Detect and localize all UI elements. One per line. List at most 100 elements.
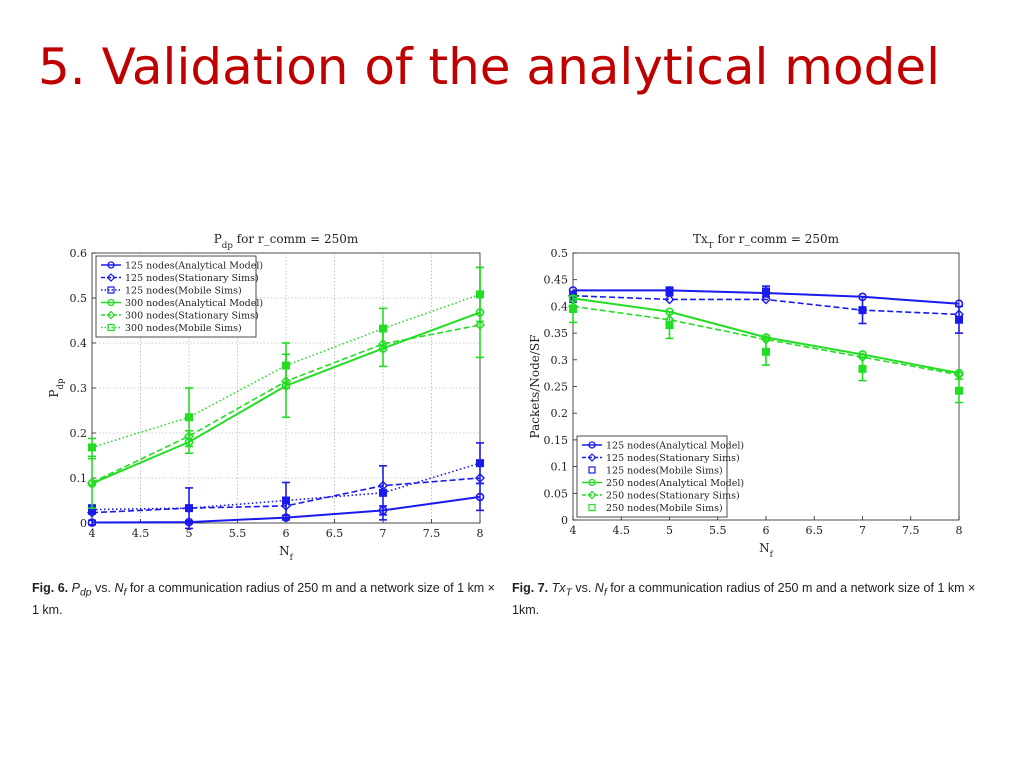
legend-marker [587, 490, 597, 500]
x-tick-label: 8 [956, 524, 963, 537]
legend-label: 300 nodes(Mobile Sims) [125, 323, 242, 334]
data-point [858, 306, 867, 315]
x-tick-label: 7 [380, 527, 387, 540]
legend-label: 125 nodes(Analytical Model) [125, 261, 263, 272]
data-point [475, 320, 485, 330]
legend-item: 125 nodes(Mobile Sims) [588, 466, 723, 477]
legend-label: 125 nodes(Mobile Sims) [606, 466, 723, 477]
x-axis-label: Nf [279, 544, 294, 563]
caption-fig7-label: Fig. 7. [512, 581, 549, 595]
legend-marker [107, 286, 115, 294]
legend-label: 250 nodes(Analytical Model) [606, 478, 744, 489]
data-point [87, 477, 97, 488]
legend-marker [107, 298, 115, 307]
data-point [761, 294, 771, 305]
x-tick-label: 4.5 [132, 527, 150, 540]
chart-title: Pdp for r_comm = 250m [214, 232, 359, 251]
data-point [665, 287, 674, 296]
data-point [762, 347, 770, 356]
legend: 125 nodes(Analytical Model)125 nodes(Sta… [576, 435, 744, 518]
legend-marker [588, 478, 596, 487]
series-line [91, 462, 481, 511]
legend-marker [106, 273, 116, 282]
y-tick-label: 0.4 [70, 337, 88, 350]
x-tick-label: 4.5 [613, 524, 631, 537]
x-axis-label: Nf [759, 541, 774, 560]
y-tick-label: 0.5 [70, 292, 88, 305]
legend-item: 250 nodes(Mobile Sims) [588, 503, 723, 514]
y-tick-label: 0.5 [551, 247, 569, 260]
y-tick-label: 0.25 [544, 381, 569, 394]
x-tick-label: 5.5 [229, 527, 247, 540]
series-line [572, 297, 960, 375]
y-tick-label: 0.4 [551, 300, 569, 313]
legend-marker [588, 441, 596, 449]
caption-fig7: Fig. 7. TxT vs. Nf for a communication r… [512, 580, 982, 619]
data-point [955, 386, 963, 395]
x-tick-label: 6 [763, 524, 770, 537]
legend-marker [588, 466, 596, 474]
data-point [87, 518, 97, 527]
x-tick-label: 5.5 [709, 524, 727, 537]
y-axis-label: Pdp [47, 378, 66, 398]
x-tick-label: 4 [570, 524, 577, 537]
legend-marker [107, 323, 115, 332]
legend: 125 nodes(Analytical Model)125 nodes(Sta… [95, 255, 263, 338]
data-point [185, 413, 193, 422]
data-point [858, 364, 867, 373]
data-point [475, 492, 485, 502]
x-tick-label: 7.5 [423, 527, 441, 540]
data-point [379, 324, 387, 333]
series-line [572, 305, 960, 376]
x-tick-label: 6.5 [326, 527, 344, 540]
y-tick-label: 0 [80, 517, 87, 530]
x-tick-label: 7.5 [902, 524, 920, 537]
x-tick-label: 4 [89, 527, 96, 540]
caption-fig7-text: TxT vs. Nf for a communication radius of… [512, 581, 976, 617]
data-point [955, 315, 963, 324]
slide-title: 5. Validation of the analytical model [38, 38, 940, 96]
x-tick-label: 7 [859, 524, 866, 537]
chart-title: TxT for r_comm = 250m [693, 232, 840, 251]
series-5 [569, 294, 963, 404]
legend-item: 250 nodes(Analytical Model) [582, 478, 744, 489]
y-tick-label: 0.35 [544, 327, 569, 340]
data-point [665, 321, 674, 330]
y-tick-label: 0.45 [544, 274, 569, 287]
y-axis-label: Packets/Node/SF [528, 335, 542, 439]
y-tick-label: 0.2 [551, 407, 569, 420]
y-tick-label: 0.3 [551, 354, 569, 367]
x-tick-label: 6 [283, 527, 290, 540]
data-point [476, 290, 484, 299]
series-5 [88, 266, 484, 458]
data-point [282, 496, 290, 505]
x-tick-label: 5 [186, 527, 193, 540]
y-tick-label: 0 [561, 514, 568, 527]
series-line [572, 294, 960, 316]
legend-marker [588, 503, 596, 512]
x-tick-label: 5 [666, 524, 673, 537]
y-tick-label: 0.1 [70, 472, 88, 485]
legend-marker [107, 261, 115, 269]
legend-box [95, 255, 257, 338]
data-point [282, 361, 290, 370]
caption-fig6-text: Pdp vs. Nf for a communication radius of… [32, 581, 495, 617]
caption-fig6-label: Fig. 6. [32, 581, 69, 595]
caption-fig6: Fig. 6. Pdp vs. Nf for a communication r… [32, 580, 502, 619]
legend-item: 125 nodes(Analytical Model) [582, 441, 744, 452]
legend-label: 125 nodes(Analytical Model) [606, 441, 744, 452]
legend-label: 250 nodes(Stationary Sims) [606, 491, 740, 502]
data-point [954, 368, 964, 378]
legend-item: 300 nodes(Analytical Model) [101, 298, 263, 309]
y-tick-label: 0.6 [70, 247, 88, 260]
legend-label: 250 nodes(Mobile Sims) [606, 503, 723, 514]
legend-item: 300 nodes(Mobile Sims) [101, 323, 242, 334]
y-tick-label: 0.3 [70, 382, 88, 395]
legend-item: 125 nodes(Analytical Model) [101, 261, 263, 272]
legend-marker [587, 453, 597, 462]
legend-label: 125 nodes(Stationary Sims) [125, 273, 259, 284]
x-tick-label: 8 [477, 527, 484, 540]
legend-label: 125 nodes(Stationary Sims) [606, 453, 740, 464]
x-tick-label: 6.5 [806, 524, 824, 537]
data-point [762, 287, 770, 296]
